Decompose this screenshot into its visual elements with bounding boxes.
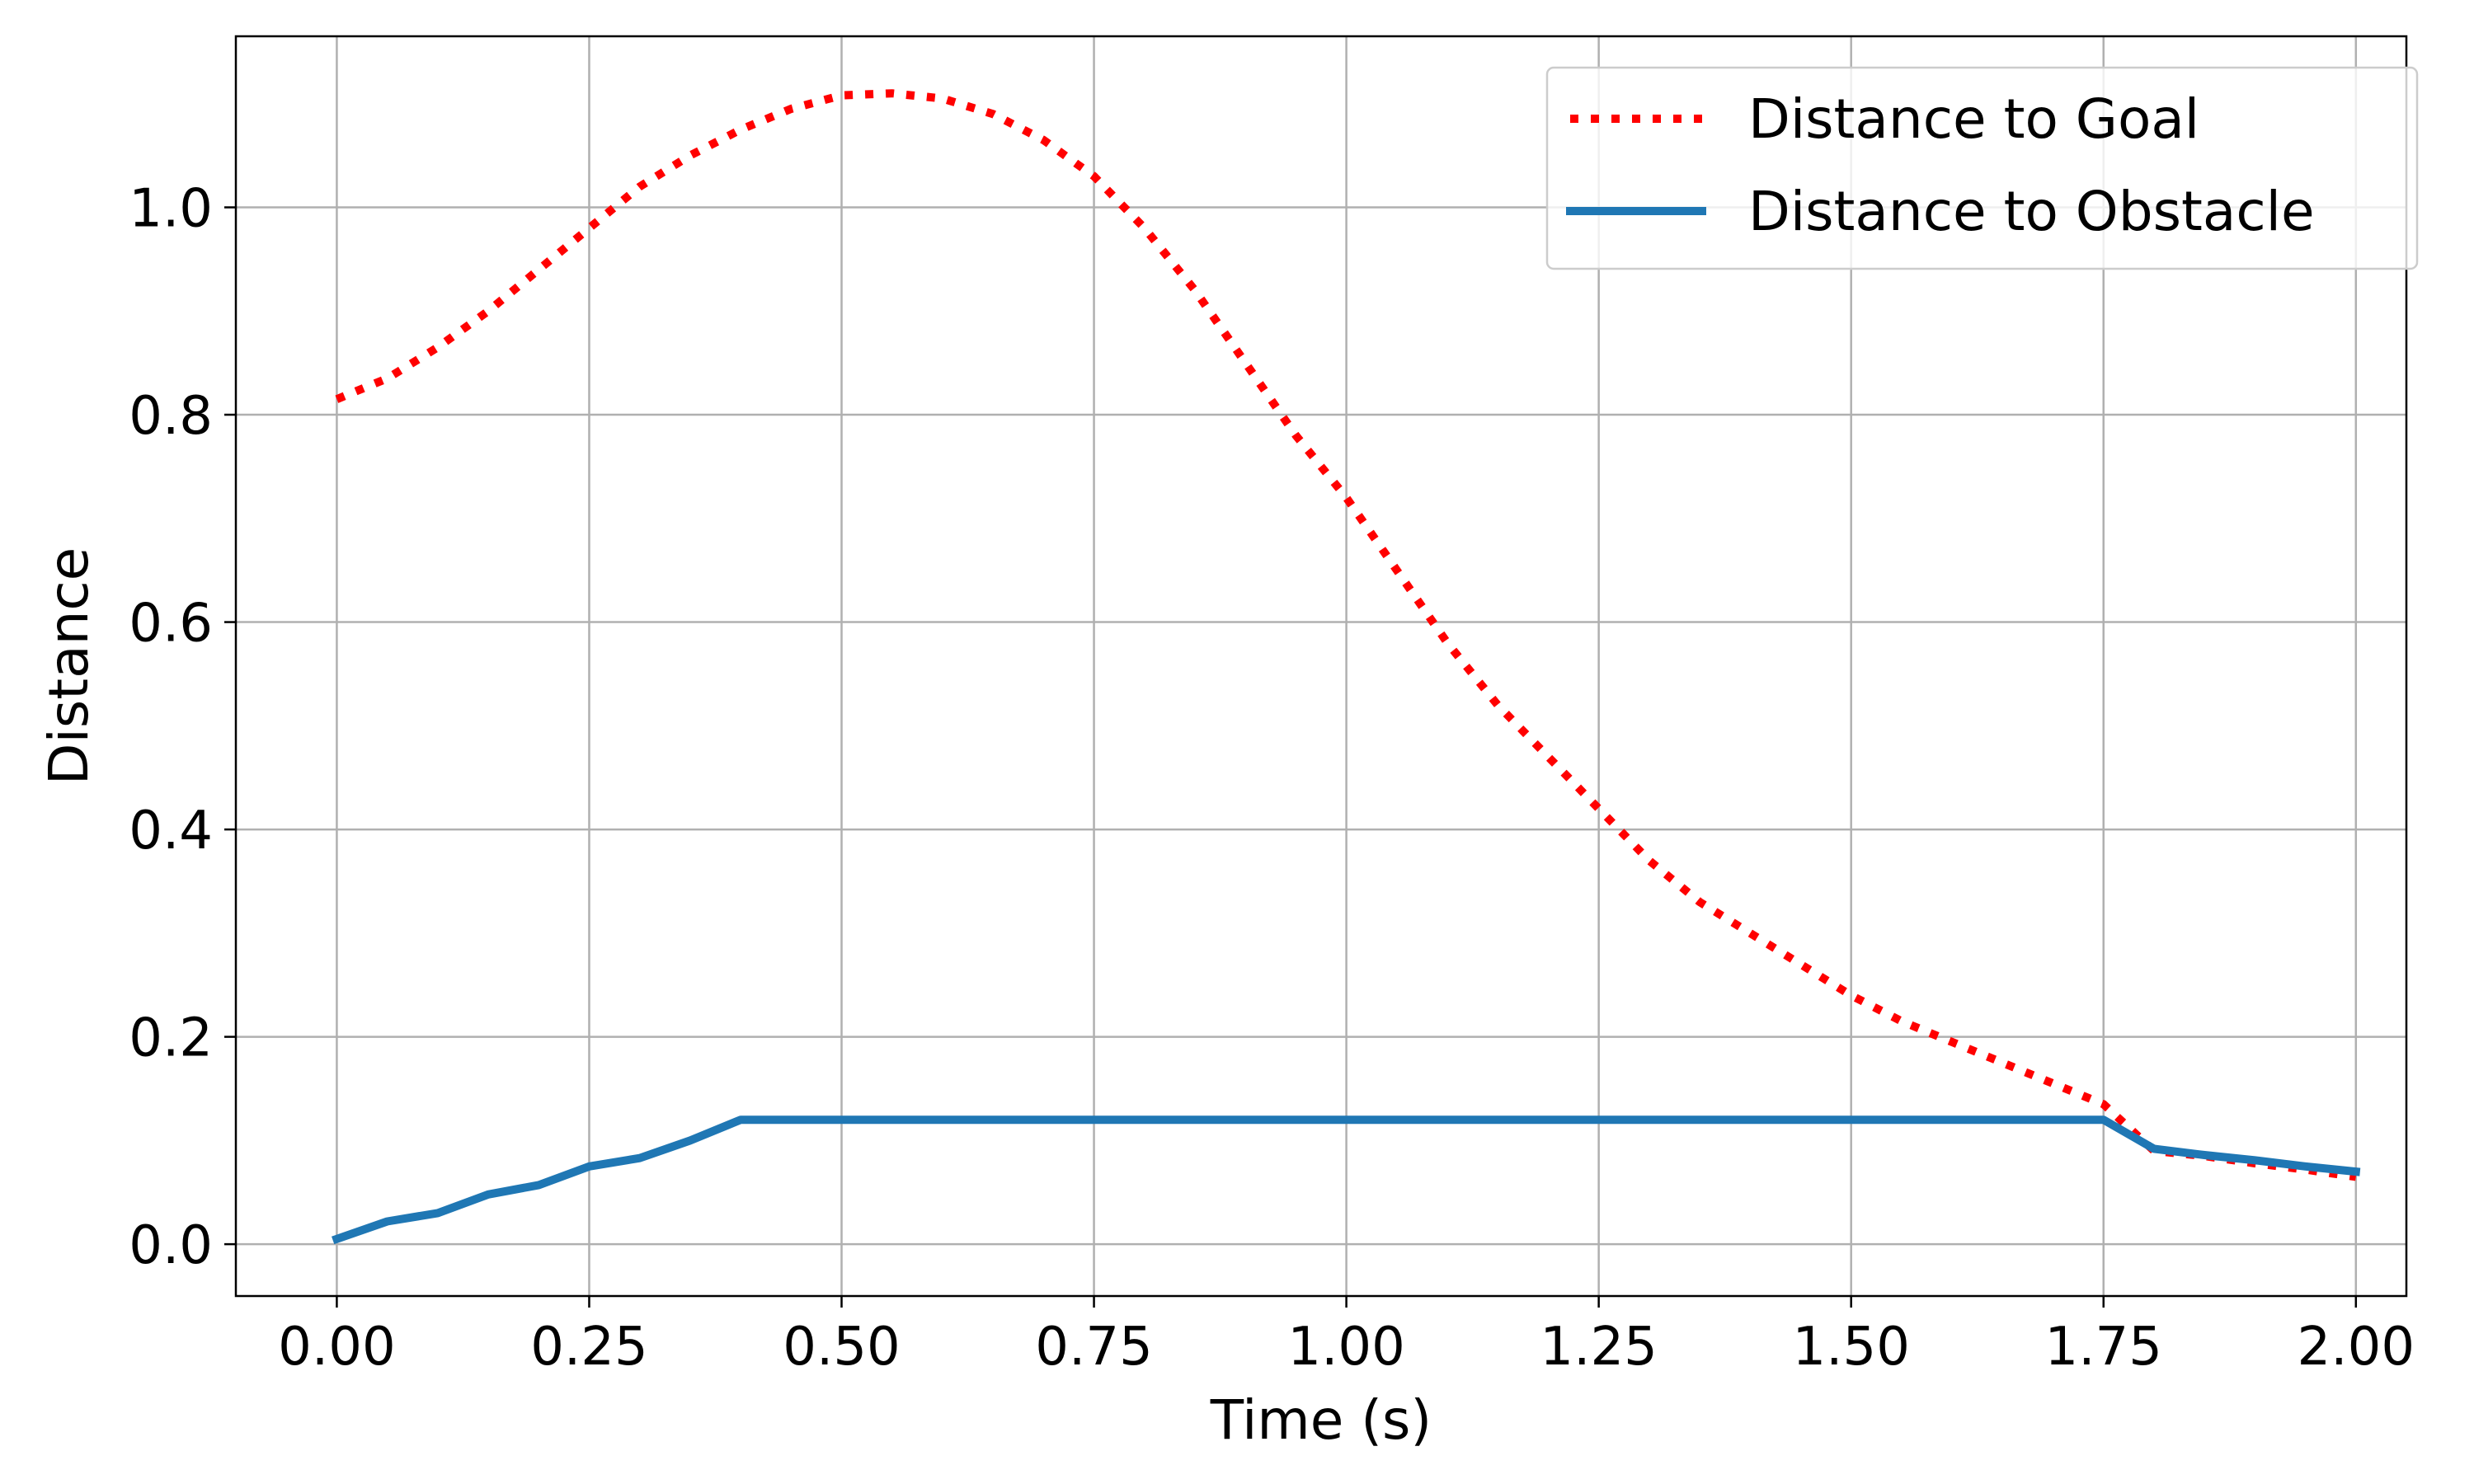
series-line-distance-to-obstacle xyxy=(332,1115,2361,1245)
legend: Distance to Goal Distance to Obstacle xyxy=(1545,66,2419,270)
ticks: 0.00 0.25 0.50 0.75 1.00 1.25 1.50 1.75 2.00 0.0 0… xyxy=(129,179,2415,1378)
x-tick-label: 1.50 xyxy=(1792,1317,1910,1378)
x-tick-label: 0.50 xyxy=(783,1317,901,1378)
x-tick-label: 1.00 xyxy=(1287,1317,1405,1378)
y-axis-label: Distance xyxy=(37,547,101,786)
x-tick-label: 1.75 xyxy=(2044,1317,2162,1378)
legend-label-distance-to-goal: Distance to Goal xyxy=(1748,87,2199,151)
x-axis-label: Time (s) xyxy=(1210,1388,1432,1452)
plot-frame xyxy=(234,35,2408,1298)
y-tick-label: 0.8 xyxy=(129,386,213,447)
x-tick-label: 0.25 xyxy=(530,1317,648,1378)
legend-label-distance-to-obstacle: Distance to Obstacle xyxy=(1748,180,2315,243)
y-tick-label: 0.0 xyxy=(129,1215,213,1276)
y-tick-label: 0.6 xyxy=(129,594,213,655)
y-tick-label: 0.2 xyxy=(129,1008,213,1069)
y-tick-label: 0.4 xyxy=(129,801,213,862)
x-tick-label: 1.25 xyxy=(1540,1317,1658,1378)
x-tick-label: 0.75 xyxy=(1035,1317,1153,1378)
legend-box xyxy=(1545,66,2419,270)
x-tick-label: 0.00 xyxy=(278,1317,396,1378)
y-tick-label: 1.0 xyxy=(129,179,213,240)
x-tick-label: 2.00 xyxy=(2298,1317,2415,1378)
series-layer xyxy=(332,89,2361,1245)
